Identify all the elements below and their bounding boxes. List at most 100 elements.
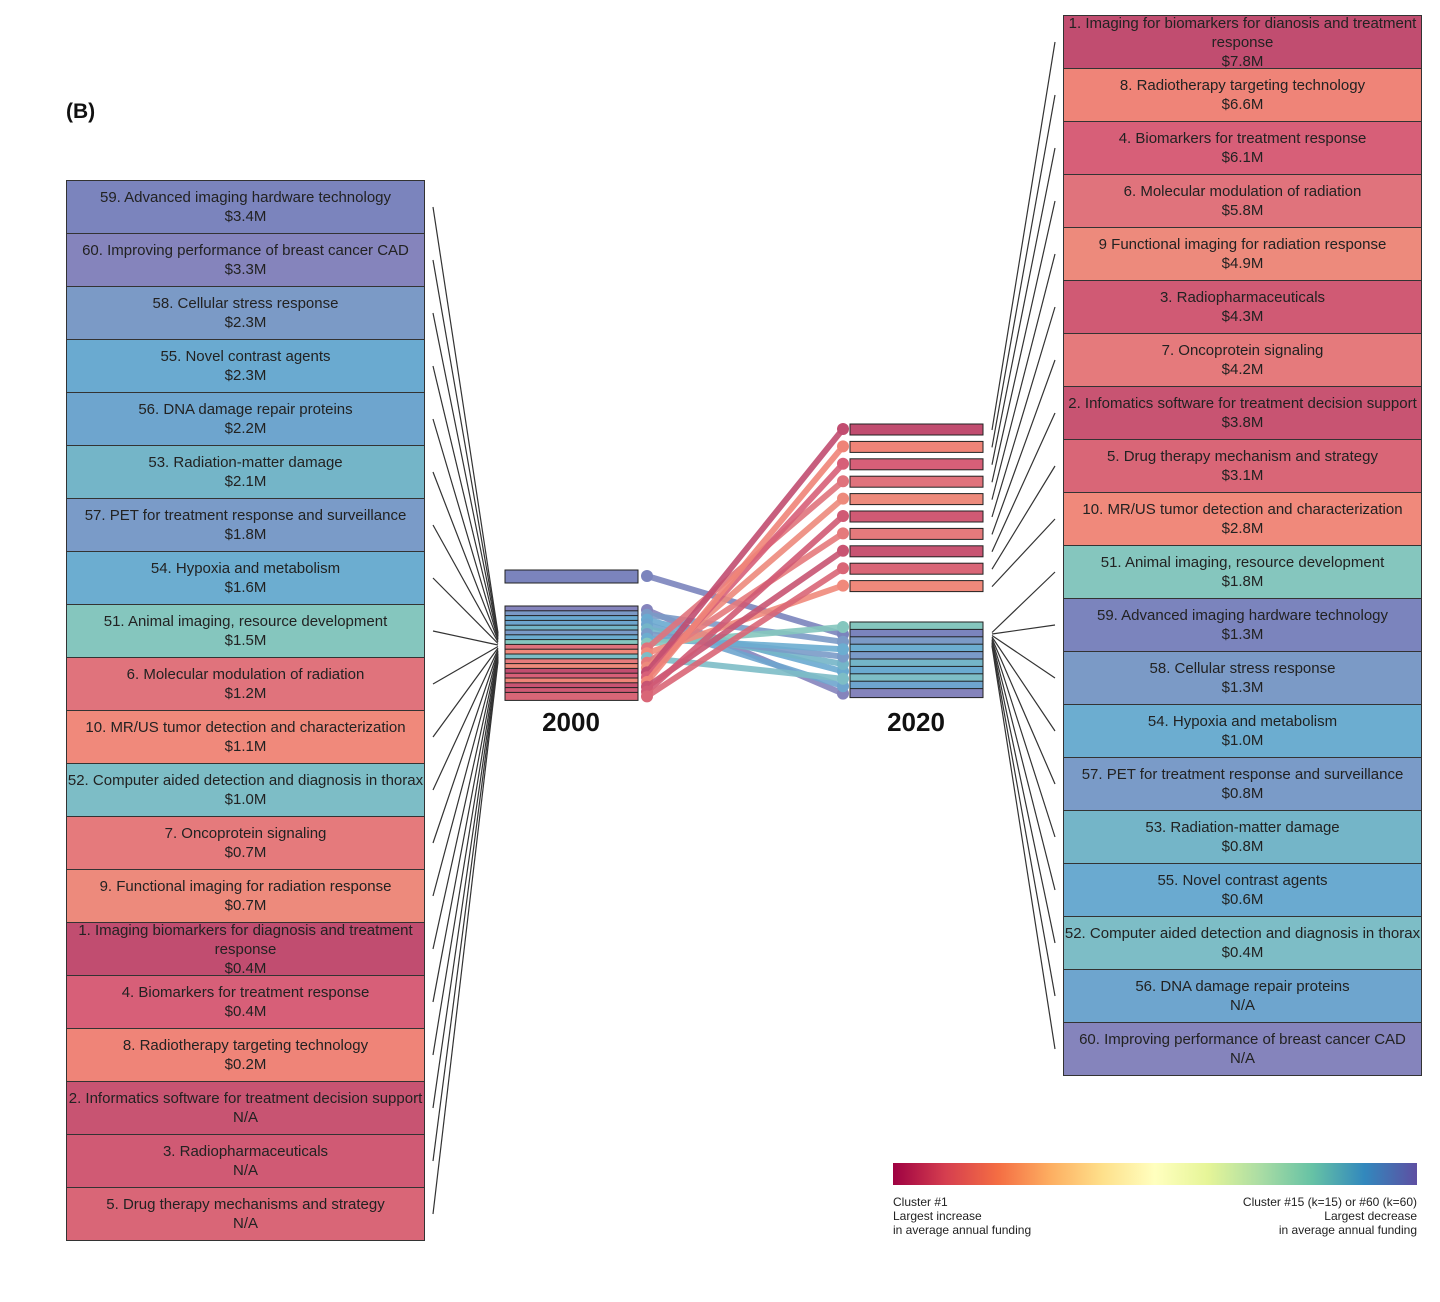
right-label-box: 59. Advanced imaging hardware technology…	[1063, 598, 1422, 652]
right-label-column: 1. Imaging for biomarkers for dianosis a…	[1063, 15, 1422, 1076]
right-label-text: 51. Animal imaging, resource development	[1100, 554, 1385, 571]
left-leader-line	[432, 577, 499, 644]
left-label-text: 5. Drug therapy mechanisms and strategy	[106, 1196, 385, 1213]
left-label-value: $2.1M	[224, 473, 267, 490]
right-leader-line	[991, 465, 1056, 570]
right-label-text: 8. Radiotherapy targeting technology	[1119, 77, 1366, 94]
right-label-text: 53. Radiation-matter damage	[1145, 819, 1340, 836]
left-leader-line	[432, 647, 499, 738]
right-label-box: 55. Novel contrast agents $0.6M	[1063, 863, 1422, 917]
left-label-column: 59. Advanced imaging hardware technology…	[66, 180, 425, 1241]
right-label-box: 10. MR/US tumor detection and characteri…	[1063, 492, 1422, 546]
right-endpoint-dot	[837, 672, 849, 685]
panel-label: (B)	[66, 100, 96, 123]
left-label-text: 8. Radiotherapy targeting technology	[122, 1037, 369, 1054]
right-label-text: 1. Imaging for biomarkers for dianosis a…	[1068, 15, 1417, 51]
right-label-box: 58. Cellular stress response $1.3M	[1063, 651, 1422, 705]
left-leader-line	[432, 656, 499, 1056]
right-label-text: 59. Advanced imaging hardware technology	[1096, 607, 1389, 624]
left-label-value: N/A	[232, 1109, 258, 1126]
right-label-text: 54. Hypoxia and metabolism	[1147, 713, 1338, 730]
left-leader-line	[432, 418, 499, 640]
left-leader-line	[432, 645, 499, 685]
left-label-text: 57. PET for treatment response and surve…	[84, 507, 407, 524]
right-year-bar	[849, 562, 984, 575]
right-endpoint-dot	[837, 457, 849, 470]
right-label-value: $0.4M	[1221, 944, 1264, 961]
left-label-box: 58. Cellular stress response $2.3M	[66, 286, 425, 340]
right-year-bar	[849, 527, 984, 540]
right-label-box: 60. Improving performance of breast canc…	[1063, 1022, 1422, 1076]
left-label-value: $1.0M	[224, 791, 267, 808]
right-year-bar	[849, 510, 984, 523]
right-label-value: N/A	[1229, 1050, 1255, 1067]
right-label-value: $1.3M	[1221, 626, 1264, 643]
left-year-bar	[504, 691, 639, 701]
right-label-value: $2.8M	[1221, 520, 1264, 537]
left-leader-line	[432, 655, 499, 1003]
right-endpoint-dot	[837, 492, 849, 505]
right-label-text: 5. Drug therapy mechanism and strategy	[1107, 448, 1378, 465]
right-leader-line	[991, 571, 1056, 633]
right-leader-line	[991, 635, 1056, 679]
right-year-bar	[849, 423, 984, 436]
right-year-bar	[849, 688, 984, 699]
right-label-value: N/A	[1229, 997, 1255, 1014]
right-leader-line	[991, 41, 1056, 431]
right-leader-line	[991, 642, 1056, 944]
left-leader-line	[432, 659, 499, 1162]
right-leader-line	[991, 638, 1056, 785]
left-year-bar	[504, 569, 639, 584]
left-leader-line	[432, 365, 499, 638]
right-label-value: $6.6M	[1221, 96, 1264, 113]
right-label-value: $1.8M	[1221, 573, 1264, 590]
left-label-value: $2.2M	[224, 420, 267, 437]
left-label-box: 3. Radiopharmaceuticals N/A	[66, 1134, 425, 1188]
legend-right-line: in average annual funding	[1278, 1223, 1417, 1237]
right-label-box: 2. Infomatics software for treatment dec…	[1063, 386, 1422, 440]
right-label-box: 54. Hypoxia and metabolism $1.0M	[1063, 704, 1422, 758]
right-leader-line	[991, 359, 1056, 535]
left-label-value: $0.7M	[224, 844, 267, 861]
right-leader-line	[991, 639, 1056, 838]
left-label-value: $1.5M	[224, 632, 267, 649]
right-leader-line	[991, 200, 1056, 483]
right-leader-line	[991, 94, 1056, 448]
left-label-text: 1. Imaging biomarkers for diagnosis and …	[78, 922, 413, 958]
left-leader-line	[432, 630, 499, 646]
left-label-value: $2.3M	[224, 367, 267, 384]
left-label-box: 55. Novel contrast agents $2.3M	[66, 339, 425, 393]
left-leader-line	[432, 524, 499, 643]
right-label-value: $0.8M	[1221, 838, 1264, 855]
left-label-text: 52. Computer aided detection and diagnos…	[67, 772, 424, 789]
left-leader-line	[432, 649, 499, 791]
right-label-text: 10. MR/US tumor detection and characteri…	[1082, 501, 1403, 518]
right-endpoint-dot	[837, 643, 849, 656]
left-leader-line	[432, 312, 499, 637]
right-leader-line	[991, 147, 1056, 465]
right-label-box: 3. Radiopharmaceuticals $4.3M	[1063, 280, 1422, 334]
legend-left-line: Largest increase	[893, 1209, 982, 1223]
right-label-text: 2. Infomatics software for treatment dec…	[1068, 395, 1417, 412]
connection-line	[644, 443, 846, 685]
legend-left-line: Cluster #1	[893, 1195, 948, 1209]
left-label-text: 4. Biomarkers for treatment response	[121, 984, 370, 1001]
right-label-box: 57. PET for treatment response and surve…	[1063, 757, 1422, 811]
left-label-box: 54. Hypoxia and metabolism $1.6M	[66, 551, 425, 605]
left-label-text: 3. Radiopharmaceuticals	[162, 1143, 329, 1160]
right-label-text: 9 Functional imaging for radiation respo…	[1098, 236, 1387, 253]
legend-right-line: Cluster #15 (k=15) or #60 (k=60)	[1242, 1195, 1417, 1209]
right-endpoint-dot	[837, 544, 849, 557]
left-label-box: 51. Animal imaging, resource development…	[66, 604, 425, 658]
right-label-box: 52. Computer aided detection and diagnos…	[1063, 916, 1422, 970]
legend-right-text: Cluster #15 (k=15) or #60 (k=60) Largest…	[1243, 1195, 1417, 1237]
left-label-text: 59. Advanced imaging hardware technology	[99, 189, 392, 206]
left-label-text: 7. Oncoprotein signaling	[164, 825, 327, 842]
right-label-box: 56. DNA damage repair proteins N/A	[1063, 969, 1422, 1023]
legend-right-line: Largest decrease	[1324, 1209, 1417, 1223]
left-leader-line	[432, 653, 499, 950]
right-label-value: $4.3M	[1221, 308, 1264, 325]
right-leader-line	[991, 306, 1056, 518]
left-label-text: 54. Hypoxia and metabolism	[150, 560, 341, 577]
